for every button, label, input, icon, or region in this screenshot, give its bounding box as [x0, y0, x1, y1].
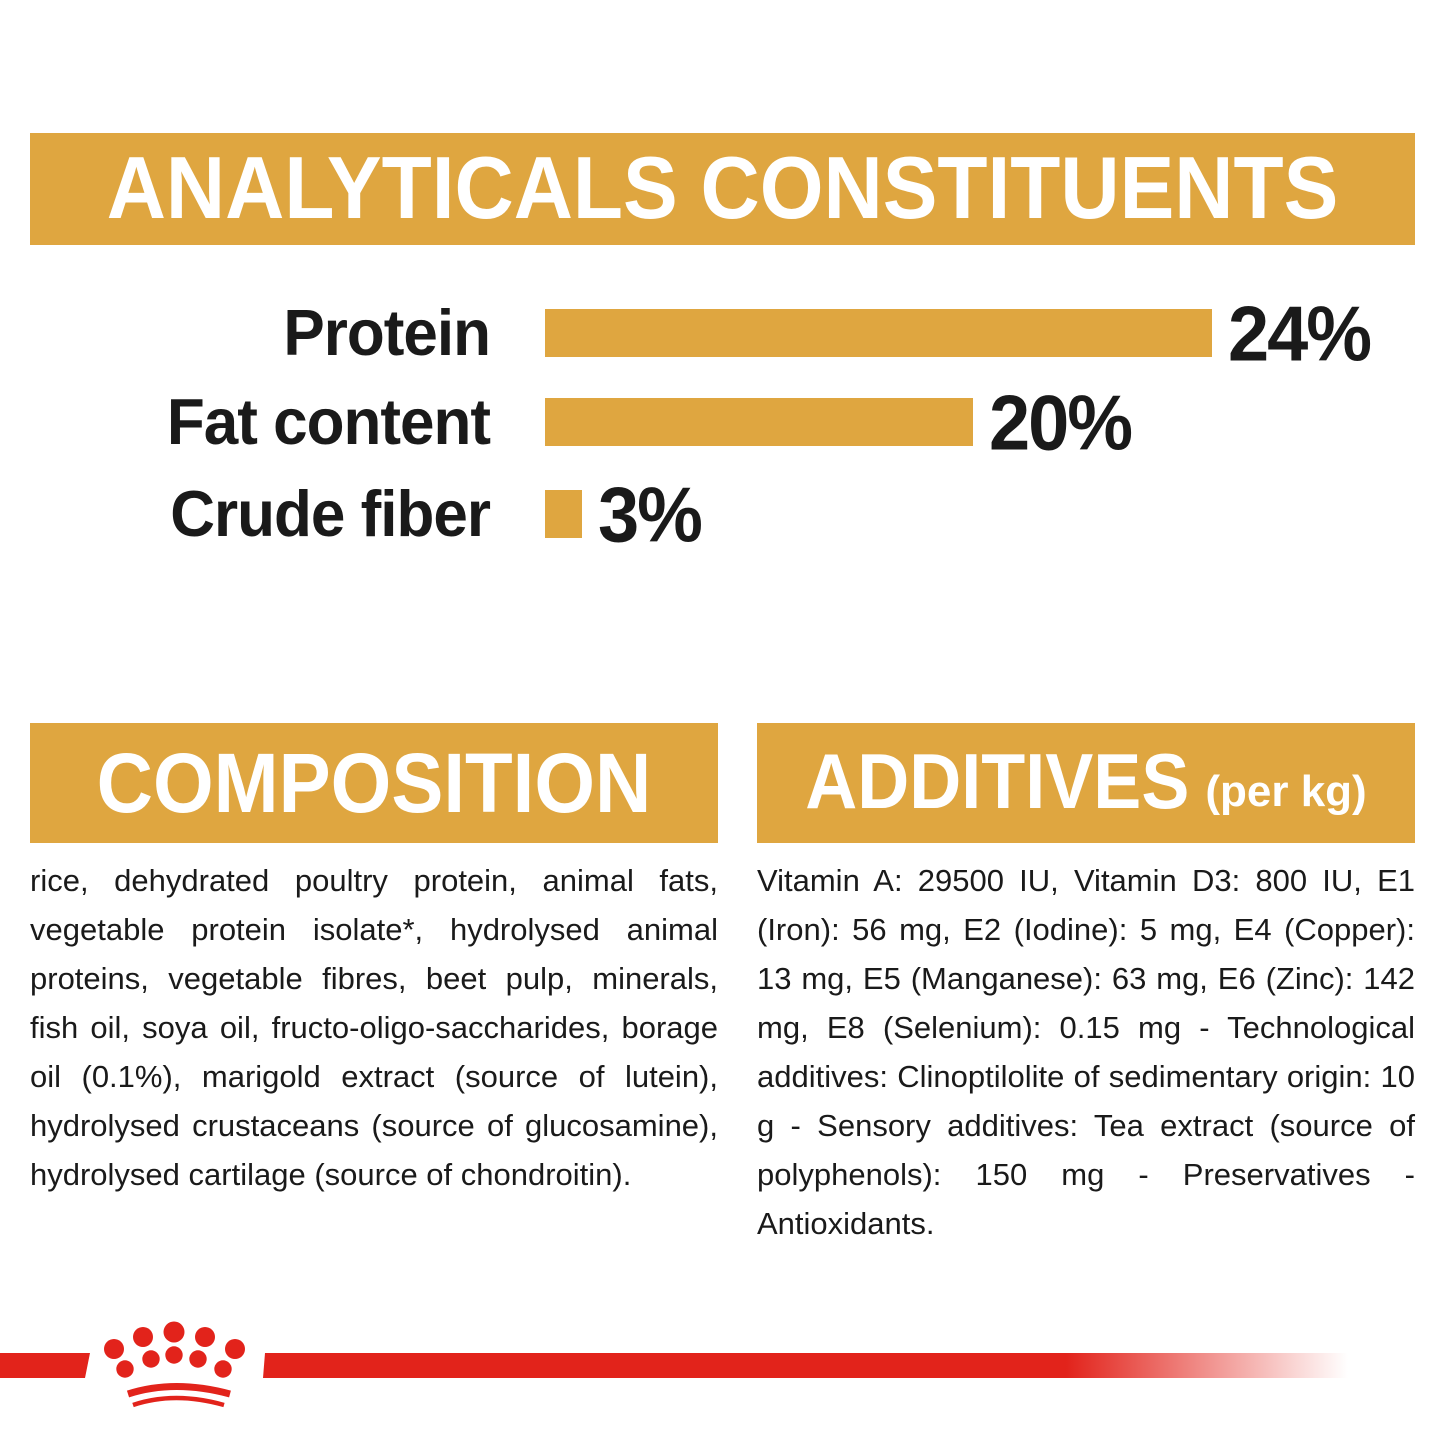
composition-header-bar: COMPOSITION	[30, 723, 718, 843]
chart-row-label: Fat content	[166, 385, 491, 459]
chart-row-value: 3%	[598, 470, 703, 558]
chart-row-fat-content: Fat content 20%	[0, 378, 1445, 465]
additives-body-text: Vitamin A: 29500 IU, Vitamin D3: 800 IU,…	[757, 863, 1415, 1241]
chart-row-label: Crude fiber	[170, 477, 491, 551]
additives-unit-label: (per kg)	[1205, 767, 1367, 816]
composition-body-text: rice, dehydrated poultry protein, animal…	[30, 863, 718, 1192]
bar-fill-crude-fiber	[545, 490, 582, 538]
chart-row-value: 24%	[1228, 289, 1372, 377]
bar-track: 20%	[545, 378, 1445, 466]
bar-fill-fat-content	[545, 398, 973, 446]
chart-row-value: 20%	[989, 378, 1133, 466]
brand-stripe-left	[0, 1353, 90, 1378]
chart-row-crude-fiber: Crude fiber 3%	[0, 470, 1445, 557]
brand-stripe-right	[263, 1353, 1348, 1378]
bar-track: 24%	[545, 289, 1445, 377]
additives-header-bar: ADDITIVES (per kg)	[757, 723, 1415, 843]
bar-fill-protein	[545, 309, 1212, 357]
composition-title: COMPOSITION	[96, 734, 652, 830]
analyticals-header-bar: ANALYTICALS CONSTITUENTS	[30, 133, 1415, 245]
chart-row-protein: Protein 24%	[0, 289, 1445, 376]
analyticals-title: ANALYTICALS CONSTITUENTS	[106, 139, 1339, 238]
royal-canin-crown-icon	[104, 1321, 245, 1408]
chart-row-label: Protein	[283, 296, 491, 370]
additives-title: ADDITIVES	[805, 738, 1190, 826]
bar-track: 3%	[545, 470, 1445, 558]
